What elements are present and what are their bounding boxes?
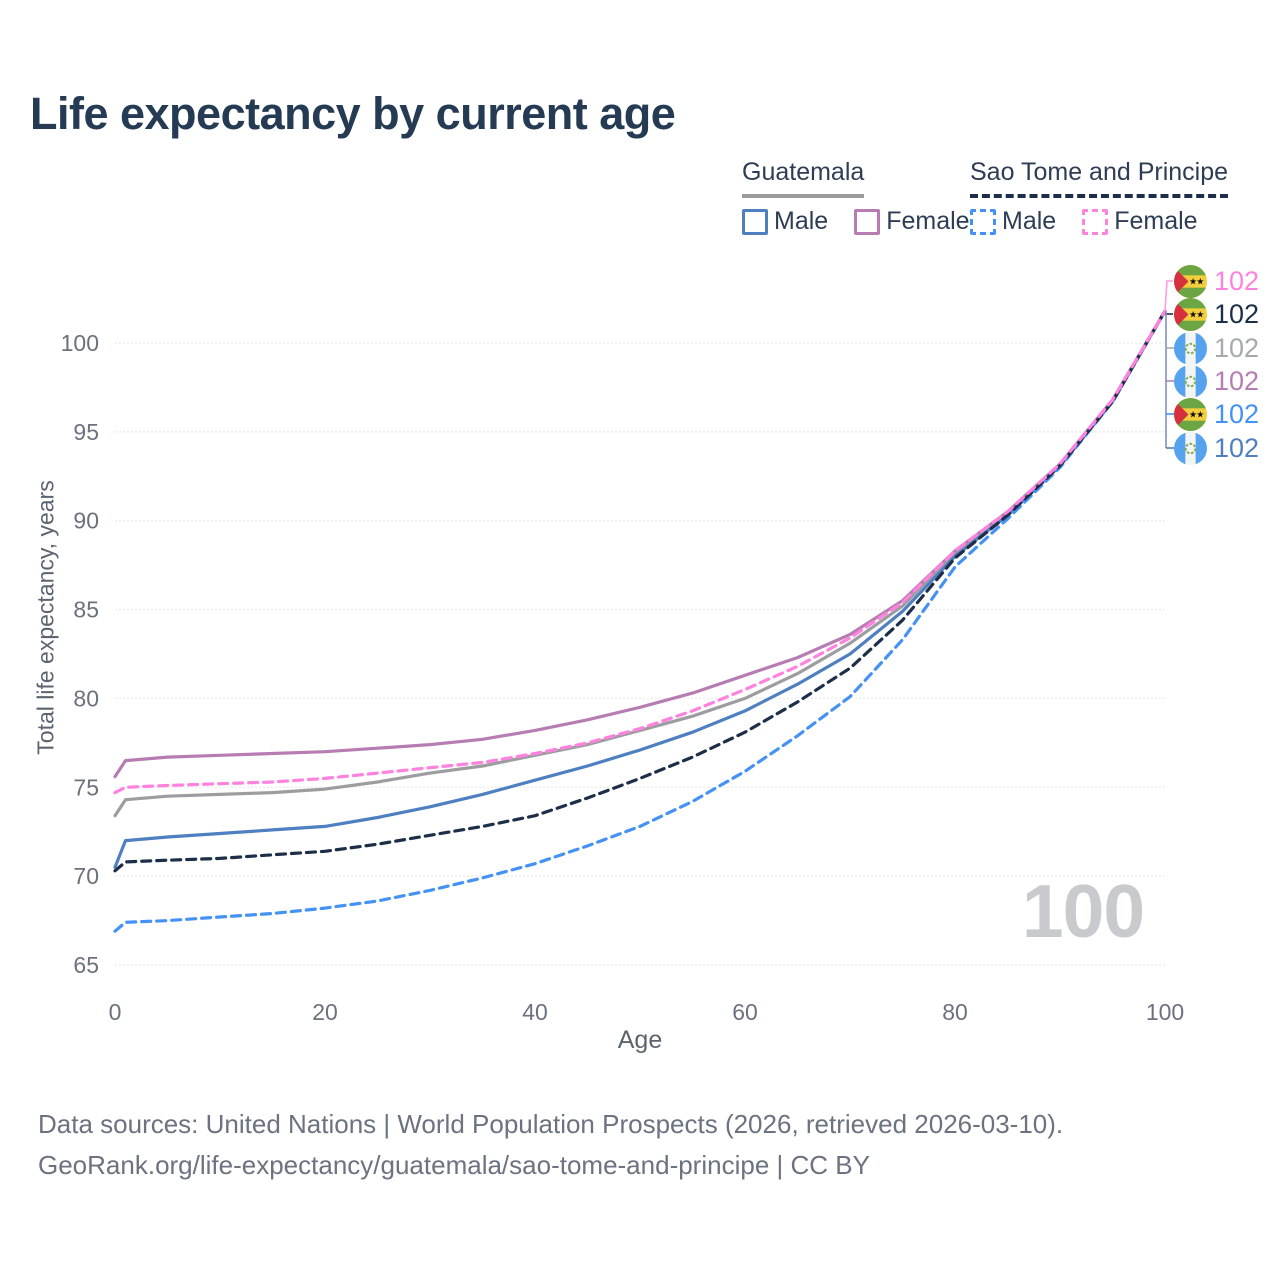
series-line-sao-tome-male[interactable] bbox=[113, 309, 1167, 933]
series-line-guatemala-male[interactable] bbox=[113, 309, 1167, 869]
legend-country-sao-tome[interactable]: Sao Tome and Principe bbox=[970, 158, 1229, 198]
legend-label-female: Female bbox=[1114, 207, 1198, 235]
end-value: 102 bbox=[1214, 365, 1260, 396]
guatemala-male-swatch-icon bbox=[742, 208, 768, 235]
end-value: 102 bbox=[1214, 298, 1260, 329]
footer: Data sources: United Nations | World Pop… bbox=[38, 1104, 1063, 1186]
y-tick-95: 95 bbox=[73, 419, 99, 445]
legend-group-sao-tome: Sao Tome and Principe Male Female bbox=[970, 158, 1229, 236]
sao-tome-female-swatch-icon bbox=[1082, 208, 1109, 235]
legend-item-sao-tome-male[interactable]: Male bbox=[970, 207, 1056, 236]
end-value: 102 bbox=[1214, 332, 1260, 363]
y-tick-70: 70 bbox=[73, 863, 99, 889]
end-value: 102 bbox=[1214, 432, 1260, 463]
guatemala-flag-icon bbox=[1174, 331, 1207, 365]
legend-label-male: Male bbox=[774, 207, 829, 235]
y-tick-90: 90 bbox=[73, 508, 99, 534]
x-axis-title: Age bbox=[617, 1026, 663, 1054]
page-title: Life expectancy by current age bbox=[30, 88, 676, 139]
x-tick-0: 0 bbox=[109, 999, 122, 1025]
legend-item-guatemala-female[interactable]: Female bbox=[854, 207, 970, 236]
end-label-sao-tome-total[interactable]: 102 bbox=[1174, 297, 1259, 331]
end-label-sao-tome-male[interactable]: 102 bbox=[1174, 397, 1259, 431]
series-line-guatemala-total[interactable] bbox=[113, 309, 1167, 818]
sao-tome-male-swatch-icon bbox=[970, 208, 996, 235]
end-value: 102 bbox=[1214, 398, 1260, 429]
x-tick-20: 20 bbox=[312, 999, 338, 1025]
end-value: 102 bbox=[1214, 265, 1260, 296]
data-sources-text: Data sources: United Nations | World Pop… bbox=[38, 1109, 1064, 1139]
legend-group-guatemala: Guatemala Male Female bbox=[742, 158, 970, 236]
x-tick-40: 40 bbox=[522, 999, 548, 1025]
sao-tome-and-principe-flag-icon bbox=[1174, 264, 1207, 298]
x-tick-100: 100 bbox=[1146, 999, 1184, 1025]
legend-country-guatemala[interactable]: Guatemala bbox=[742, 158, 865, 198]
attribution-text: GeoRank.org/life-expectancy/guatemala/sa… bbox=[38, 1150, 870, 1180]
guatemala-flag-icon bbox=[1174, 431, 1207, 465]
leader-line-pink bbox=[1164, 280, 1173, 312]
age-counter-watermark: 100 bbox=[1021, 869, 1145, 953]
x-tick-80: 80 bbox=[942, 999, 968, 1025]
y-tick-75: 75 bbox=[73, 774, 99, 800]
legend-label-female: Female bbox=[886, 207, 970, 235]
legend-item-guatemala-male[interactable]: Male bbox=[742, 207, 828, 236]
series-line-sao-tome-female[interactable] bbox=[113, 309, 1167, 795]
y-tick-85: 85 bbox=[73, 597, 99, 623]
legend-label-male: Male bbox=[1002, 207, 1057, 235]
x-tick-60: 60 bbox=[732, 999, 758, 1025]
series-line-guatemala-female[interactable] bbox=[113, 309, 1167, 779]
end-label-guatemala-female[interactable]: 102 bbox=[1174, 364, 1259, 398]
end-label-guatemala-male[interactable]: 102 bbox=[1174, 431, 1259, 465]
sao-tome-and-principe-flag-icon bbox=[1174, 297, 1207, 331]
guatemala-female-swatch-icon bbox=[854, 208, 881, 235]
end-label-sao-tome-female[interactable]: 102 bbox=[1174, 264, 1259, 298]
y-tick-100: 100 bbox=[61, 330, 99, 356]
legend-item-sao-tome-female[interactable]: Female bbox=[1082, 207, 1198, 236]
y-axis-title: Total life expectancy, years bbox=[32, 480, 59, 755]
sao-tome-and-principe-flag-icon bbox=[1174, 397, 1207, 431]
series-line-sao-tome-total[interactable] bbox=[113, 309, 1167, 873]
guatemala-flag-icon bbox=[1174, 364, 1207, 398]
end-label-guatemala-total[interactable]: 102 bbox=[1174, 331, 1259, 365]
y-tick-80: 80 bbox=[73, 685, 99, 711]
y-tick-65: 65 bbox=[73, 952, 99, 978]
